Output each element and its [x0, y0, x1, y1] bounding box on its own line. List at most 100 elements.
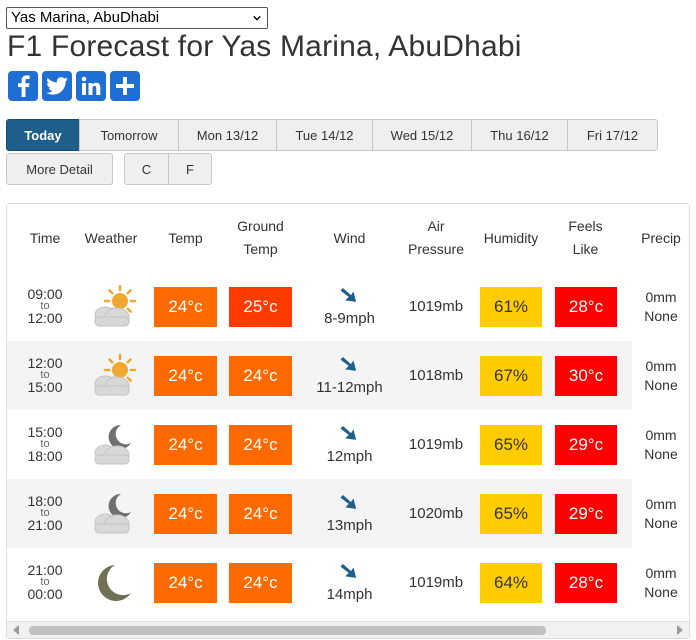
temp-value: 24°c — [154, 493, 217, 534]
scroll-right-arrow-icon[interactable] — [677, 625, 683, 635]
moon-cloud-icon — [83, 479, 143, 548]
table-header: Time Weather Temp Ground Temp Wind Air P… — [7, 204, 689, 272]
temp-cell: 24°c — [154, 272, 217, 341]
time-cell: 18:00 to 21:00 — [7, 479, 83, 548]
linkedin-icon[interactable] — [76, 71, 106, 101]
share-plus-icon[interactable] — [110, 71, 140, 101]
wind-cell: 14mph — [307, 548, 392, 617]
time-to-label: to — [40, 507, 50, 519]
precip-type: None — [644, 307, 678, 324]
feels-like-value: 28°c — [555, 562, 617, 603]
temp-value: 24°c — [154, 355, 217, 396]
ground-temp-value: 24°c — [229, 424, 292, 465]
tab-thu[interactable]: Thu 16/12 — [471, 119, 568, 151]
precip-amount: 0mm — [645, 564, 677, 581]
precip-type: None — [644, 376, 678, 393]
chevron-down-icon — [253, 15, 261, 21]
pressure-value: 1019mb — [408, 298, 464, 315]
temp-cell: 24°c — [154, 479, 217, 548]
page-title: F1 Forecast for Yas Marina, AbuDhabi — [7, 30, 522, 63]
humidity-cell: 65% — [480, 410, 542, 479]
humidity-value: 65% — [480, 493, 542, 534]
precip-amount: 0mm — [645, 357, 677, 374]
col-feels-like: Feels Like — [568, 218, 603, 257]
wind-direction-arrow-icon — [340, 286, 360, 310]
fahrenheit-button[interactable]: F — [168, 153, 212, 185]
feels-like-cell: 29°c — [555, 410, 617, 479]
col-humidity: Humidity — [483, 229, 539, 246]
more-detail-button[interactable]: More Detail — [6, 153, 113, 185]
time-to: 18:00 — [27, 448, 63, 464]
tab-tomorrow[interactable]: Tomorrow — [79, 119, 179, 151]
time-from: 15:00 — [27, 424, 63, 440]
tab-mon[interactable]: Mon 13/12 — [178, 119, 277, 151]
scrollbar-thumb[interactable] — [29, 626, 546, 635]
time-to: 15:00 — [27, 379, 63, 395]
location-select-value: Yas Marina, AbuDhabi — [11, 9, 160, 26]
precip-amount: 0mm — [645, 288, 677, 305]
feels-like-cell: 28°c — [555, 548, 617, 617]
facebook-icon[interactable] — [8, 71, 38, 101]
table-row: 18:00 to 21:00 24°c 24°c 13mph 1020mb 65% 29°c 0m… — [7, 479, 689, 548]
options-row: More Detail C F — [6, 153, 212, 185]
wind-direction-arrow-icon — [340, 493, 360, 517]
wind-speed: 12mph — [326, 448, 373, 465]
time-to-label: to — [40, 369, 50, 381]
time-to-label: to — [40, 300, 50, 312]
tab-wed[interactable]: Wed 15/12 — [372, 119, 472, 151]
wind-direction-arrow-icon — [340, 424, 360, 448]
humidity-cell: 64% — [480, 548, 542, 617]
day-tabs: Today Tomorrow Mon 13/12 Tue 14/12 Wed 1… — [6, 119, 658, 151]
precip-cell: 0mm None — [632, 479, 689, 548]
wind-direction-arrow-icon — [340, 562, 360, 586]
temp-cell: 24°c — [154, 341, 217, 410]
feels-like-value: 29°c — [555, 493, 617, 534]
humidity-value: 65% — [480, 424, 542, 465]
ground-temp-value: 25°c — [229, 286, 292, 327]
time-to-label: to — [40, 576, 50, 588]
precip-type: None — [644, 514, 678, 531]
wind-direction-arrow-icon — [340, 355, 360, 379]
precip-cell: 0mm None — [632, 341, 689, 410]
ground-temp-cell: 25°c — [229, 272, 292, 341]
precip-cell: 0mm None — [632, 410, 689, 479]
precip-type: None — [644, 583, 678, 600]
feels-like-cell: 30°c — [555, 341, 617, 410]
precip-amount: 0mm — [645, 495, 677, 512]
time-cell: 09:00 to 12:00 — [7, 272, 83, 341]
scroll-left-arrow-icon[interactable] — [13, 625, 19, 635]
location-select[interactable]: Yas Marina, AbuDhabi — [6, 7, 268, 29]
tab-today[interactable]: Today — [6, 119, 80, 151]
wind-speed: 11-12mph — [316, 379, 383, 396]
time-from: 09:00 — [27, 286, 63, 302]
twitter-icon[interactable] — [42, 71, 72, 101]
ground-temp-value: 24°c — [229, 355, 292, 396]
ground-temp-cell: 24°c — [229, 479, 292, 548]
ground-temp-cell: 24°c — [229, 341, 292, 410]
pressure-value: 1020mb — [408, 505, 464, 522]
time-to-label: to — [40, 438, 50, 450]
feels-like-cell: 29°c — [555, 479, 617, 548]
wind-cell: 13mph — [307, 479, 392, 548]
moon-cloud-icon — [83, 410, 143, 479]
col-air-pressure: Air Pressure — [407, 218, 465, 257]
col-precip: Precip — [641, 229, 681, 246]
tab-fri[interactable]: Fri 17/12 — [567, 119, 658, 151]
celsius-button[interactable]: C — [124, 153, 169, 185]
precip-cell: 0mm None — [632, 272, 689, 341]
tab-tue[interactable]: Tue 14/12 — [276, 119, 373, 151]
wind-speed: 8-9mph — [324, 310, 375, 327]
feels-like-cell: 28°c — [555, 272, 617, 341]
horizontal-scrollbar[interactable] — [7, 621, 689, 638]
time-to: 00:00 — [27, 586, 63, 602]
forecast-table: Time Weather Temp Ground Temp Wind Air P… — [6, 203, 690, 639]
feels-like-value: 30°c — [555, 355, 617, 396]
col-weather: Weather — [84, 229, 138, 246]
sun-cloud-icon — [83, 272, 143, 341]
time-cell: 15:00 to 18:00 — [7, 410, 83, 479]
time-cell: 21:00 to 00:00 — [7, 548, 83, 617]
humidity-value: 61% — [480, 286, 542, 327]
time-from: 18:00 — [27, 493, 63, 509]
col-temp: Temp — [168, 229, 203, 246]
table-row: 09:00 to 12:00 24°c 25°c 8-9mph 1019mb 61% 28°c 0… — [7, 272, 689, 341]
